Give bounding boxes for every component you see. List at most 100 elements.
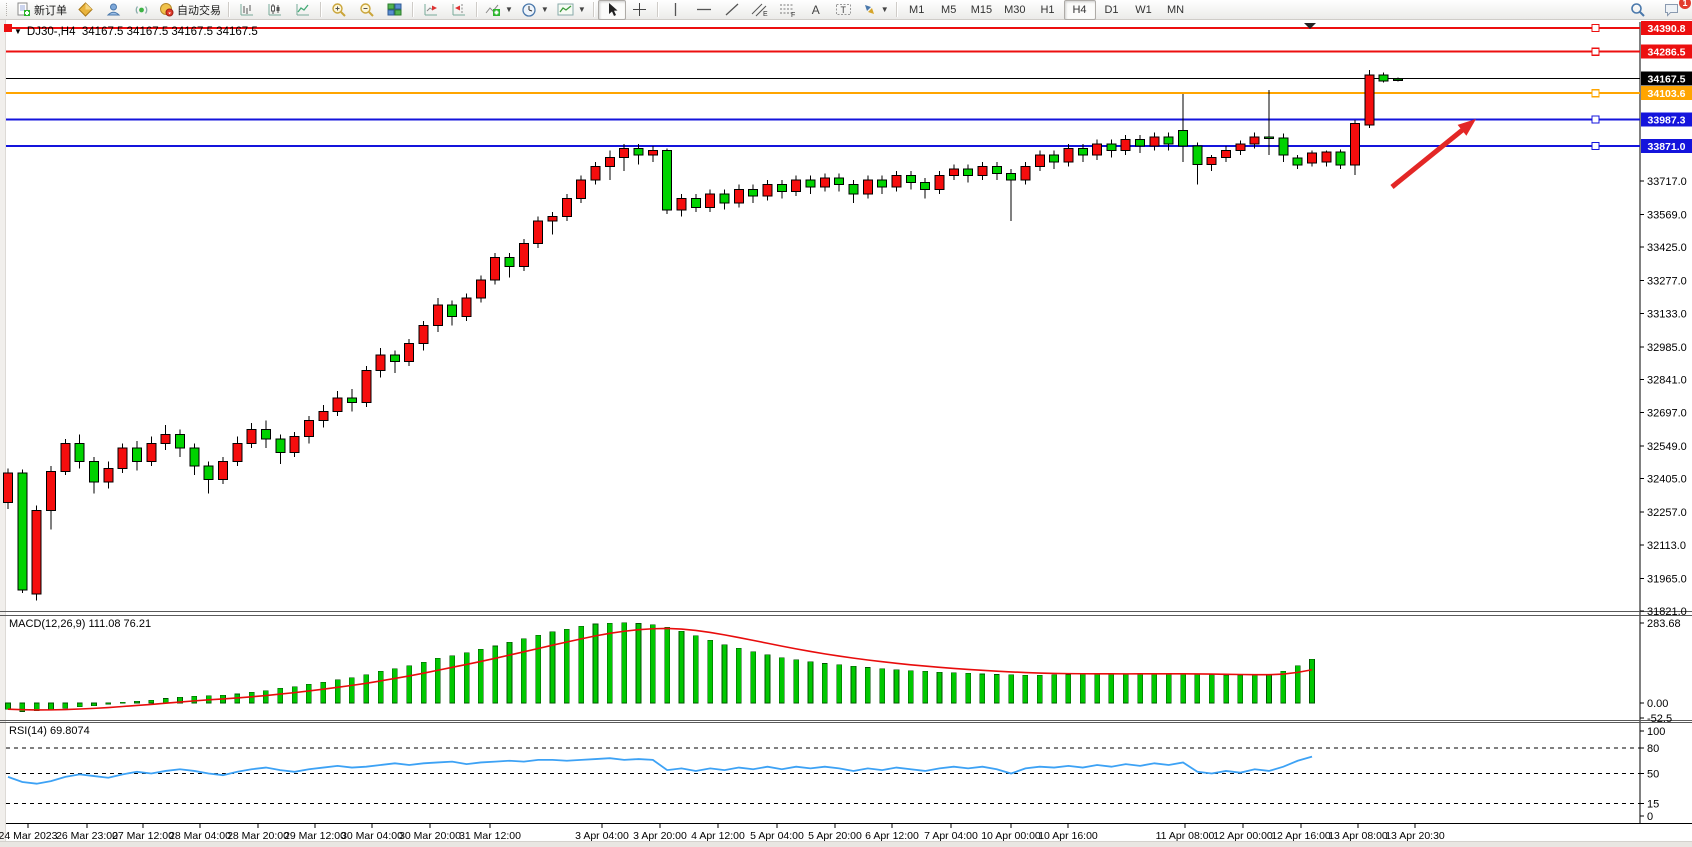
signals-button[interactable] (127, 0, 155, 20)
timeframe-m15-button[interactable]: M15 (965, 0, 998, 20)
time-axis-label: 30 Mar 20:00 (399, 830, 461, 842)
timeframe-m5-button[interactable]: M5 (933, 0, 965, 20)
time-axis-label: 6 Apr 12:00 (865, 830, 919, 842)
notifications-button[interactable]: 1 (1658, 0, 1691, 20)
new-order-button[interactable]: 新订单 (12, 0, 71, 20)
channel-tool-button[interactable]: E (746, 0, 774, 20)
profile-button[interactable] (99, 0, 127, 20)
trend-arrow[interactable] (1390, 123, 1470, 189)
price-badge-label: 34167.5 (1648, 74, 1686, 86)
horizontal-line-tool-button[interactable] (690, 0, 718, 20)
candle-body (1278, 137, 1289, 156)
candle-body (246, 429, 257, 444)
auto-scroll-button[interactable] (417, 0, 445, 20)
timeframe-d1-button[interactable]: D1 (1096, 0, 1128, 20)
timeframe-w1-button[interactable]: W1 (1128, 0, 1160, 20)
text-label-tool-button[interactable]: T (830, 0, 858, 20)
vertical-line-tool-button[interactable] (662, 0, 690, 20)
macd-histogram-bar (377, 671, 384, 704)
line-chart-type-button[interactable] (289, 0, 317, 20)
candle-body (662, 150, 673, 211)
candle-body (1264, 136, 1275, 140)
macd-histogram-bar (263, 690, 269, 704)
candle-body (260, 429, 271, 440)
new-order-icon (17, 2, 30, 16)
macd-histogram-bar (850, 666, 857, 704)
arrows-tool-button[interactable]: ▼ (858, 0, 893, 20)
fibonacci-tool-button[interactable]: F (774, 0, 802, 20)
time-axis-label: 10 Apr 00:00 (981, 830, 1041, 842)
y-axis-tick-label: 32549.0 (1647, 441, 1687, 453)
indicators-button[interactable]: ▼ (481, 0, 517, 20)
chart-shift-marker[interactable] (1304, 23, 1316, 29)
candle-body (848, 184, 859, 195)
timeframe-h4-button[interactable]: H4 (1063, 0, 1096, 20)
macd-histogram-bar (836, 664, 842, 704)
zoom-in-icon (332, 2, 346, 17)
zoom-out-button[interactable] (353, 0, 381, 20)
macd-histogram-bar (1280, 671, 1287, 704)
timeframe-m1-button[interactable]: M1 (901, 0, 933, 20)
trendline-tool-button[interactable] (718, 0, 746, 20)
timeframe-m30-button[interactable]: M30 (998, 0, 1031, 20)
y-axis-tick-label: 33569.0 (1647, 209, 1687, 221)
periods-button[interactable]: ▼ (517, 0, 553, 20)
indicators-icon (485, 4, 500, 16)
line-handle[interactable] (1591, 23, 1600, 33)
chart-title-text: DJ30-,H4 34167.5 34167.5 34167.5 34167.5 (26, 26, 258, 38)
timeframe-h1-button[interactable]: H1 (1032, 0, 1064, 20)
text-tool-button[interactable]: A (802, 0, 830, 20)
macd-histogram-bar (306, 684, 312, 704)
search-button[interactable] (1624, 0, 1652, 20)
zoom-in-button[interactable] (325, 0, 353, 20)
macd-histogram-bar (721, 644, 728, 704)
timeframe-mn-button[interactable]: MN (1160, 0, 1192, 20)
candle-body (217, 460, 228, 481)
line-handle[interactable] (1591, 47, 1600, 56)
clock-icon (522, 2, 536, 17)
candle-body (74, 442, 85, 462)
rsi-axis-label: 15 (1647, 798, 1659, 810)
macd-histogram-bar (893, 669, 900, 704)
candle-body (375, 354, 386, 372)
trendline-icon (725, 3, 739, 16)
line-handle[interactable] (4, 24, 12, 32)
macd-histogram-bar (91, 702, 97, 707)
autotrading-button[interactable]: 自动交易 (155, 0, 225, 20)
signals-icon (135, 6, 147, 14)
candle-body (791, 179, 802, 193)
macd-histogram-bar (291, 686, 298, 704)
timeframe-label: M15 (970, 3, 993, 16)
cursor-button[interactable] (597, 0, 626, 20)
candle-body (60, 442, 71, 472)
macd-histogram-bar (936, 671, 943, 704)
candlestick-chart-type-button[interactable] (261, 0, 289, 20)
candle-body (1106, 143, 1117, 152)
symbol-dropdown-icon[interactable]: ▼ (14, 27, 22, 36)
time-axis-label: 13 Apr 20:30 (1385, 830, 1445, 842)
crosshair-button[interactable] (626, 0, 654, 20)
tile-windows-button[interactable] (381, 0, 409, 20)
time-axis-label: 5 Apr 04:00 (750, 830, 804, 842)
svg-text:F: F (791, 12, 795, 17)
candle-body (418, 324, 429, 345)
gold-diamond-button[interactable] (71, 0, 99, 20)
chart-shift-button[interactable] (445, 0, 473, 20)
macd-histogram-bar (1036, 674, 1043, 704)
chart-window[interactable] (0, 20, 1692, 847)
line-handle[interactable] (1591, 89, 1600, 98)
line-handle[interactable] (1591, 141, 1600, 151)
macd-histogram-bar (492, 645, 499, 704)
trend-arrow-head (1457, 119, 1476, 136)
candle-body (518, 243, 529, 267)
macd-histogram-bar (277, 688, 284, 704)
candle-body (3, 472, 13, 503)
chart-title: ▼ DJ30-,H4 34167.5 34167.5 34167.5 34167.… (14, 26, 258, 38)
templates-button[interactable]: ▼ (553, 0, 590, 20)
macd-histogram-bar (119, 702, 126, 704)
macd-histogram-bar (1309, 658, 1315, 704)
line-handle[interactable] (1591, 115, 1600, 124)
bar-chart-type-button[interactable] (233, 0, 261, 20)
macd-histogram-bar (105, 702, 112, 705)
